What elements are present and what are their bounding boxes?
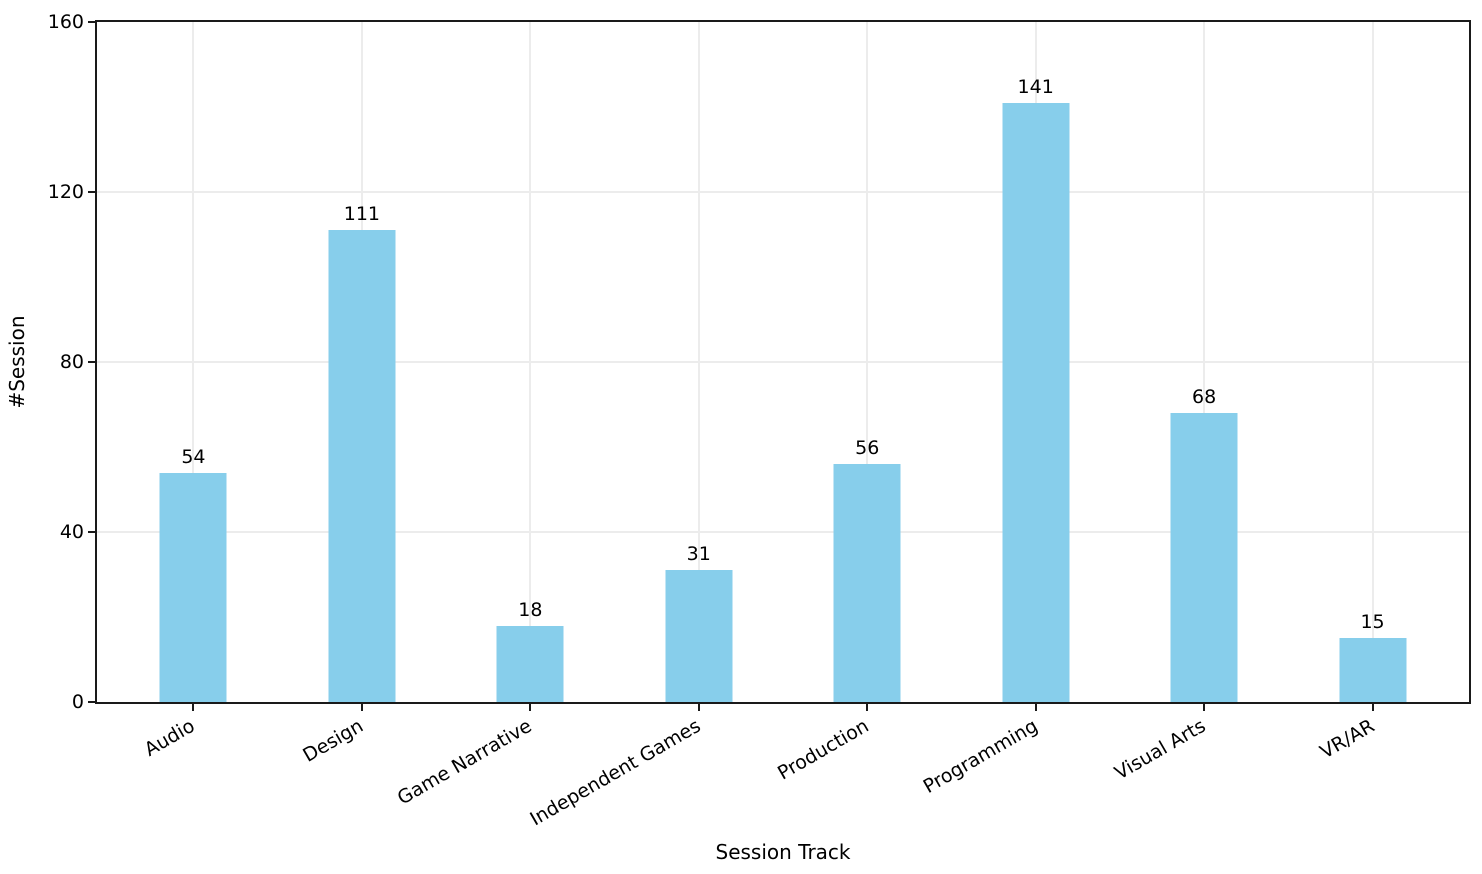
y-tick-mark xyxy=(88,701,96,703)
bar-audio xyxy=(159,472,227,702)
bar-game-narrative xyxy=(496,625,564,702)
bar-value-label-production: 56 xyxy=(855,437,880,459)
x-tick-label-text: VR/AR xyxy=(1316,714,1379,764)
y-tick-mark xyxy=(88,531,96,533)
bar-programming xyxy=(1002,102,1070,702)
x-tick-mark xyxy=(697,703,700,711)
x-tick-mark xyxy=(866,703,869,711)
horizontal-gridline xyxy=(97,191,1469,193)
x-tick-label-text: Game Narrative xyxy=(394,714,536,810)
bar-design xyxy=(328,230,396,702)
y-tick-mark xyxy=(88,191,96,193)
x-tick-label-text: Audio xyxy=(141,714,199,761)
bar-value-label-programming: 141 xyxy=(1017,75,1054,98)
bar-vr-ar xyxy=(1339,638,1407,702)
x-tick-mark xyxy=(192,703,195,711)
x-tick-mark xyxy=(1034,703,1037,711)
bar-value-label-independent-games: 31 xyxy=(686,543,711,566)
bar-independent-games xyxy=(665,570,733,702)
bar-value-label-vr-ar: 15 xyxy=(1360,611,1385,634)
bar-value-label-design: 111 xyxy=(343,203,381,226)
y-tick-label: 120 xyxy=(47,181,84,203)
x-axis-label: Session Track xyxy=(715,840,851,864)
y-tick-label: 80 xyxy=(59,351,84,373)
y-tick-label: 0 xyxy=(71,691,84,713)
x-tick-label-text: Programming xyxy=(919,714,1042,798)
y-tick-mark xyxy=(88,361,96,363)
y-tick-mark xyxy=(88,21,96,23)
x-tick-label-text: Independent Games xyxy=(526,714,705,831)
x-tick-label-text: Visual Arts xyxy=(1111,714,1210,785)
y-tick-label: 160 xyxy=(47,11,84,33)
bar-visual-arts xyxy=(1170,413,1238,702)
bar-value-label-audio: 54 xyxy=(181,445,206,468)
y-tick-label: 40 xyxy=(59,521,84,543)
bar-production xyxy=(833,464,901,702)
x-tick-mark xyxy=(1371,703,1374,711)
x-tick-mark xyxy=(360,703,363,711)
x-tick-mark xyxy=(529,703,532,711)
x-tick-label-text: Production xyxy=(774,714,873,785)
plot-area: 54 111 18 31 56 141 68 15 xyxy=(95,20,1471,704)
x-tick-label-text: Design xyxy=(299,714,368,767)
horizontal-gridline xyxy=(97,531,1469,533)
bar-value-label-game-narrative: 18 xyxy=(518,598,543,621)
bar-value-label-visual-arts: 68 xyxy=(1192,386,1217,408)
horizontal-gridline xyxy=(97,361,1469,363)
x-tick-mark xyxy=(1203,703,1206,711)
